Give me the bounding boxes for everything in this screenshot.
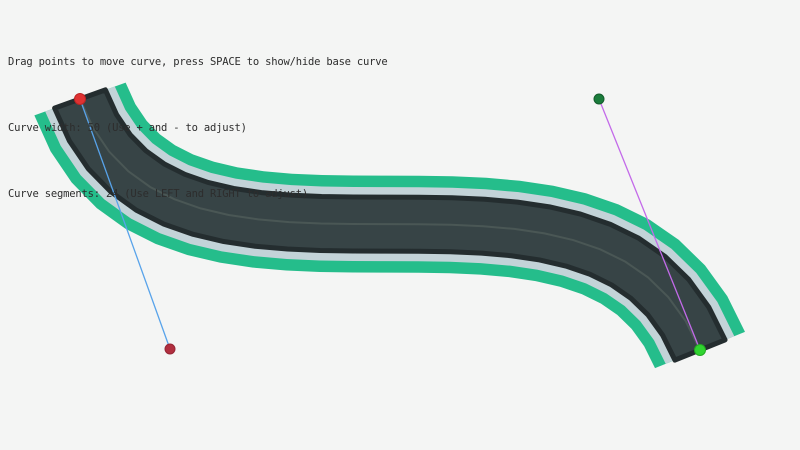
control-point-start-anchor[interactable] [74, 93, 86, 105]
instruction-curve-width: Curve width: 50 (Use + and - to adjust) [8, 122, 247, 134]
control-point-start-control[interactable] [164, 343, 176, 355]
start-handle-line [79, 98, 171, 350]
road-center-lane-line [79, 98, 701, 351]
instruction-curve-segments: Curve segments: 24 (Use LEFT and RIGHT t… [8, 188, 308, 200]
control-point-end-anchor[interactable] [694, 344, 706, 356]
instructions-overlay: Drag points to move curve, press SPACE t… [8, 7, 388, 249]
end-handle-line [598, 98, 701, 351]
instruction-drag-points: Drag points to move curve, press SPACE t… [8, 56, 388, 68]
control-point-end-control[interactable] [593, 93, 605, 105]
